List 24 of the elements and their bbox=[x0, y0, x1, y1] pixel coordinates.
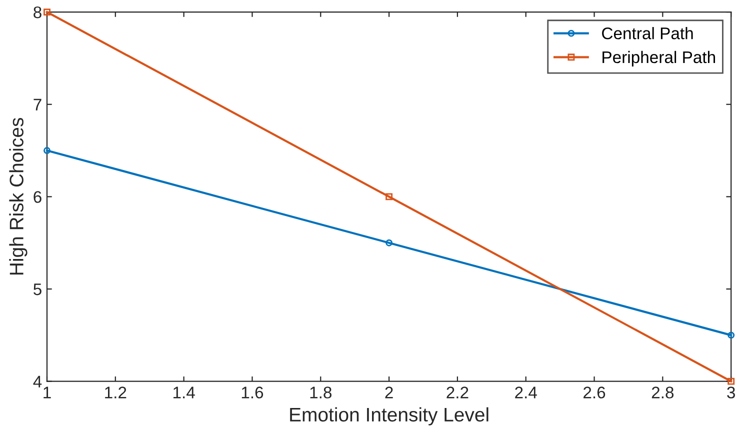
x-tick-label: 1.6 bbox=[242, 386, 264, 398]
point bbox=[728, 332, 735, 339]
legend-label: Central Path bbox=[602, 27, 693, 40]
y-tick-label: 5 bbox=[34, 284, 42, 296]
y-tick-label: 8 bbox=[34, 6, 42, 18]
x-tick-label: 2.2 bbox=[446, 386, 468, 398]
y-axis-title: High Risk Choices bbox=[9, 118, 28, 275]
legend-label: Peripheral Path bbox=[602, 50, 716, 66]
y-tick-label: 7 bbox=[34, 98, 42, 110]
x-tick-label: 2.6 bbox=[584, 386, 606, 398]
point bbox=[44, 147, 50, 154]
x-axis-title: Emotion Intensity Level bbox=[290, 407, 488, 426]
point bbox=[386, 239, 393, 246]
y-tick-label: 4 bbox=[33, 376, 42, 388]
x-tick-label: 2.4 bbox=[515, 386, 537, 398]
x-tick-label: 3 bbox=[727, 386, 735, 398]
x-tick-label: 1 bbox=[44, 386, 51, 398]
point bbox=[386, 193, 393, 200]
y-tick-label: 6 bbox=[34, 191, 42, 203]
x-tick-label: 2 bbox=[385, 386, 393, 398]
x-tick-label: 1.4 bbox=[174, 386, 195, 398]
x-tick-label: 1.8 bbox=[310, 386, 332, 398]
x-tick-label: 2.8 bbox=[652, 386, 674, 398]
x-tick-label: 1.2 bbox=[105, 386, 126, 398]
